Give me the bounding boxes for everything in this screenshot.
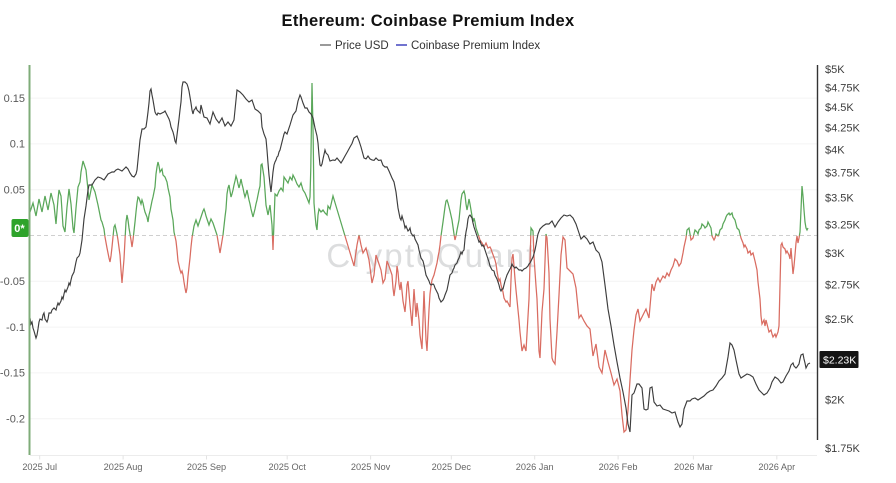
svg-text:$3.5K: $3.5K xyxy=(825,193,854,205)
svg-text:-0.1: -0.1 xyxy=(6,322,25,334)
svg-text:2025 Oct: 2025 Oct xyxy=(269,462,307,472)
svg-text:-0.2: -0.2 xyxy=(6,414,25,426)
svg-text:$1.75K: $1.75K xyxy=(825,443,861,455)
svg-text:$4.5K: $4.5K xyxy=(825,102,854,114)
svg-text:2025 Nov: 2025 Nov xyxy=(351,462,391,472)
svg-text:2025 Sep: 2025 Sep xyxy=(187,462,226,472)
svg-text:Ethereum: Coinbase Premium Ind: Ethereum: Coinbase Premium Index xyxy=(282,12,575,30)
svg-text:$2.23K: $2.23K xyxy=(823,355,856,367)
svg-text:$2.5K: $2.5K xyxy=(825,314,854,326)
svg-text:$3.25K: $3.25K xyxy=(825,219,861,231)
svg-text:$3.75K: $3.75K xyxy=(825,168,861,180)
svg-text:0.15: 0.15 xyxy=(4,93,25,105)
svg-text:Coinbase Premium Index: Coinbase Premium Index xyxy=(411,40,540,52)
svg-text:2026 Feb: 2026 Feb xyxy=(599,462,638,472)
svg-text:0.1: 0.1 xyxy=(10,139,25,151)
svg-text:2026 Mar: 2026 Mar xyxy=(674,462,713,472)
svg-text:$4.25K: $4.25K xyxy=(825,123,861,135)
svg-text:Price USD: Price USD xyxy=(335,40,389,52)
svg-text:-0.05: -0.05 xyxy=(0,276,25,288)
svg-text:$2.75K: $2.75K xyxy=(825,280,861,292)
svg-text:2025 Dec: 2025 Dec xyxy=(432,462,472,472)
svg-text:2025 Jul: 2025 Jul xyxy=(22,462,57,472)
svg-text:-0.15: -0.15 xyxy=(0,368,25,380)
svg-text:2026 Apr: 2026 Apr xyxy=(758,462,795,472)
svg-text:$3K: $3K xyxy=(825,248,845,260)
svg-text:$4K: $4K xyxy=(825,144,845,156)
svg-text:$2K: $2K xyxy=(825,395,845,407)
svg-text:$4.75K: $4.75K xyxy=(825,82,861,94)
svg-text:0*: 0* xyxy=(14,223,25,235)
svg-text:$5K: $5K xyxy=(825,64,845,76)
svg-text:2026 Jan: 2026 Jan xyxy=(516,462,554,472)
svg-text:2025 Aug: 2025 Aug xyxy=(104,462,143,472)
svg-text:0.05: 0.05 xyxy=(4,185,25,197)
